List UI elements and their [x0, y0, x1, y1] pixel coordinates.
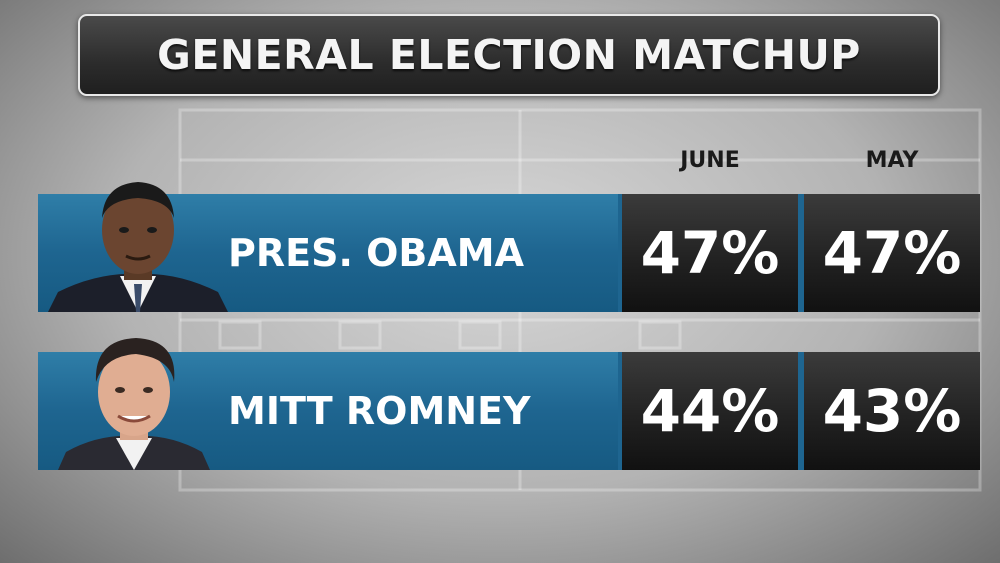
value-cell-june: 47%: [622, 194, 798, 312]
title-box: GENERAL ELECTION MATCHUP: [78, 14, 940, 96]
value-cell-may: 47%: [804, 194, 980, 312]
column-header-may: MAY: [865, 148, 919, 173]
romney-portrait-icon: [58, 338, 210, 470]
cell-separator: [618, 352, 624, 470]
column-header-june: JUNE: [680, 148, 740, 173]
candidate-name: PRES. OBAMA: [228, 231, 525, 275]
table-row: MITT ROMNEY 44% 43%: [38, 338, 980, 470]
cell-separator: [618, 194, 624, 312]
obama-portrait-icon: [48, 182, 228, 312]
value-cell-may: 43%: [804, 352, 980, 470]
cell-separator: [798, 194, 804, 312]
table-row: PRES. OBAMA 47% 47%: [38, 182, 980, 312]
candidate-name: MITT ROMNEY: [228, 389, 531, 433]
chart-title: GENERAL ELECTION MATCHUP: [157, 31, 861, 79]
value-cell-june: 44%: [622, 352, 798, 470]
cell-separator: [798, 352, 804, 470]
